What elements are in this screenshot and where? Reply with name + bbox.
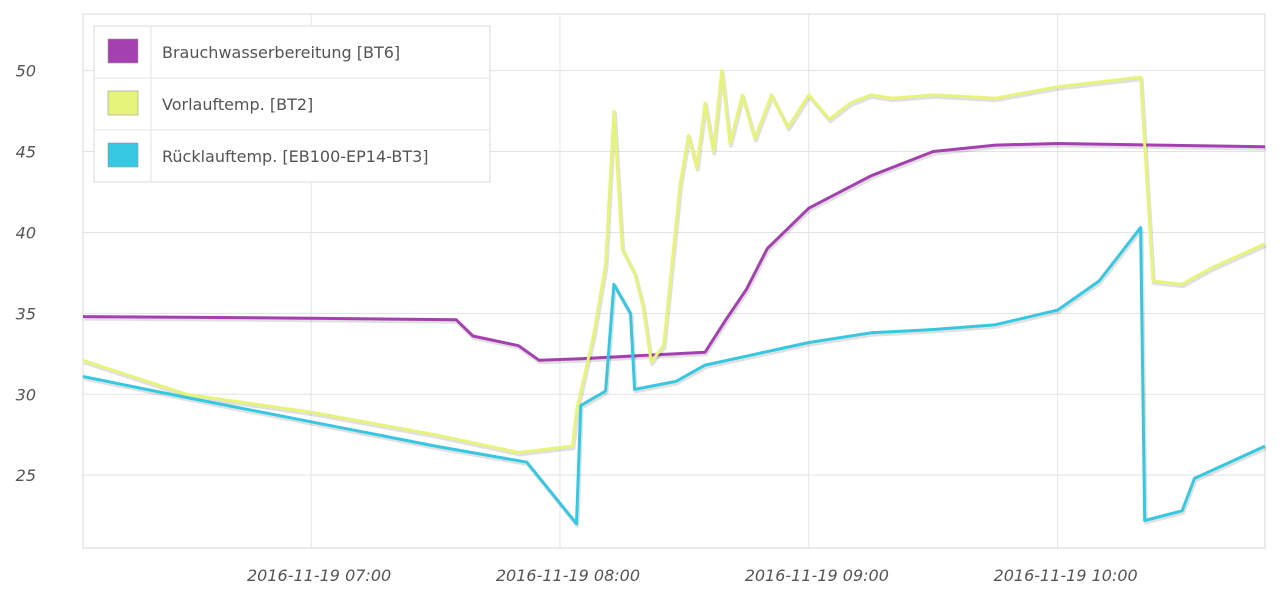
series-line-shadow xyxy=(83,227,1267,528)
y-tick-label: 50 xyxy=(16,62,36,81)
legend-label[interactable]: Brauchwasserbereitung [BT6] xyxy=(162,43,400,62)
legend-label[interactable]: Vorlauftemp. [BT2] xyxy=(162,95,313,114)
x-tick-label: 2016-11-19 09:00 xyxy=(745,566,889,585)
series-vorlauftemp-bt2 xyxy=(82,69,1267,457)
chart-axes: 25 30 35 40 45 50 2016-11-19 07:00 2016-11-19 0… xyxy=(16,62,1138,585)
y-tick-label: 40 xyxy=(16,223,36,242)
x-tick-label: 2016-11-19 07:00 xyxy=(247,566,391,585)
series-line xyxy=(82,69,1266,454)
series-line xyxy=(82,226,1266,526)
x-tick-label: 2016-11-19 10:00 xyxy=(994,566,1138,585)
legend-item[interactable]: Rücklauftemp. [EB100-EP14-BT3] xyxy=(107,142,429,168)
legend-item[interactable]: Brauchwasserbereitung [BT6] xyxy=(107,38,400,64)
legend-box xyxy=(93,25,491,183)
y-tick-label: 45 xyxy=(16,143,36,162)
y-tick-label: 25 xyxy=(16,466,36,485)
y-tick-label: 30 xyxy=(16,385,36,404)
chart-series xyxy=(82,69,1267,528)
legend-swatch[interactable] xyxy=(107,38,139,64)
chart-legend[interactable]: Brauchwasserbereitung [BT6] Vorlauftemp. … xyxy=(93,25,491,183)
series-brauchwasserbereitung-bt6 xyxy=(82,142,1267,365)
x-tick-label: 2016-11-19 08:00 xyxy=(496,566,640,585)
plot-frame xyxy=(82,13,1266,549)
y-tick-label: 35 xyxy=(16,304,36,323)
series-line xyxy=(82,142,1266,362)
legend-swatch[interactable] xyxy=(107,142,139,168)
legend-label[interactable]: Rücklauftemp. [EB100-EP14-BT3] xyxy=(162,147,429,166)
legend-item[interactable]: Vorlauftemp. [BT2] xyxy=(107,90,313,116)
legend-swatch[interactable] xyxy=(107,90,139,116)
series-r-cklauftemp-eb100-ep14-bt3 xyxy=(82,226,1267,528)
